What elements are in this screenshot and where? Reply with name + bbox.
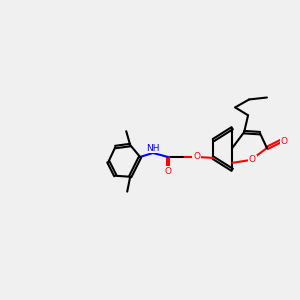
Text: NH: NH	[146, 143, 160, 152]
Text: O: O	[193, 152, 200, 161]
Text: O: O	[249, 155, 256, 164]
Text: O: O	[164, 167, 171, 176]
Text: O: O	[281, 136, 288, 146]
